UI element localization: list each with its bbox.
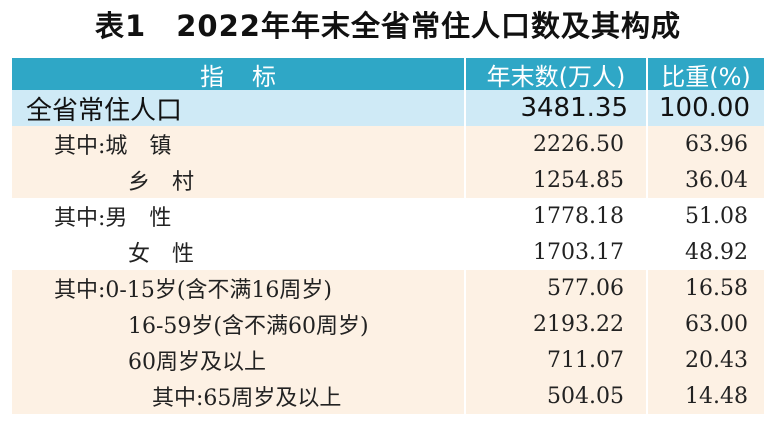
row-label: 其中:65周岁及以上 (152, 386, 342, 411)
row-share: 20.43 (646, 342, 764, 378)
row-share: 16.58 (646, 270, 764, 306)
row-share: 51.08 (646, 198, 764, 234)
row-count: 577.06 (464, 270, 646, 306)
header-count: 年末数(万人) (464, 58, 646, 91)
row-count: 3481.35 (464, 90, 646, 126)
row-label: 全省常住人口 (26, 95, 183, 126)
table-row: 女 性 1703.17 48.92 (12, 234, 764, 270)
population-table: 指标 年末数(万人) 比重(%) 全省常住人口 3481.35 100.00 其… (12, 58, 764, 414)
row-label: 其中:城 镇 (54, 134, 172, 159)
row-label: 乡 村 (128, 170, 195, 195)
row-label: 其中:男 性 (54, 206, 172, 231)
table-row: 其中:65周岁及以上 504.05 14.48 (12, 378, 764, 414)
row-share: 14.48 (646, 378, 764, 414)
row-share: 100.00 (646, 90, 764, 126)
row-share: 63.00 (646, 306, 764, 342)
table-row: 其中:城 镇 2226.50 63.96 (12, 126, 764, 162)
table-row: 60周岁及以上 711.07 20.43 (12, 342, 764, 378)
row-count: 2226.50 (464, 126, 646, 162)
row-share: 36.04 (646, 162, 764, 198)
row-count: 1254.85 (464, 162, 646, 198)
table-row-total: 全省常住人口 3481.35 100.00 (12, 90, 764, 126)
table-row: 乡 村 1254.85 36.04 (12, 162, 764, 198)
row-label: 60周岁及以上 (128, 350, 266, 375)
row-count: 1778.18 (464, 198, 646, 234)
row-share: 48.92 (646, 234, 764, 270)
table-title: 表1 2022年年末全省常住人口数及其构成 (95, 9, 681, 43)
row-count: 504.05 (464, 378, 646, 414)
row-count: 711.07 (464, 342, 646, 378)
row-count: 2193.22 (464, 306, 646, 342)
row-count: 1703.17 (464, 234, 646, 270)
header-indicator: 指标 (200, 62, 304, 91)
table-row: 16-59岁(含不满60周岁) 2193.22 63.00 (12, 306, 764, 342)
table-header-row: 指标 年末数(万人) 比重(%) (12, 58, 764, 91)
header-share: 比重(%) (646, 58, 764, 91)
row-label: 16-59岁(含不满60周岁) (128, 314, 369, 339)
row-share: 63.96 (646, 126, 764, 162)
row-label: 女 性 (128, 242, 195, 267)
table-row: 其中:0-15岁(含不满16周岁) 577.06 16.58 (12, 270, 764, 306)
table-row: 其中:男 性 1778.18 51.08 (12, 198, 764, 234)
row-label: 其中:0-15岁(含不满16周岁) (54, 278, 332, 303)
